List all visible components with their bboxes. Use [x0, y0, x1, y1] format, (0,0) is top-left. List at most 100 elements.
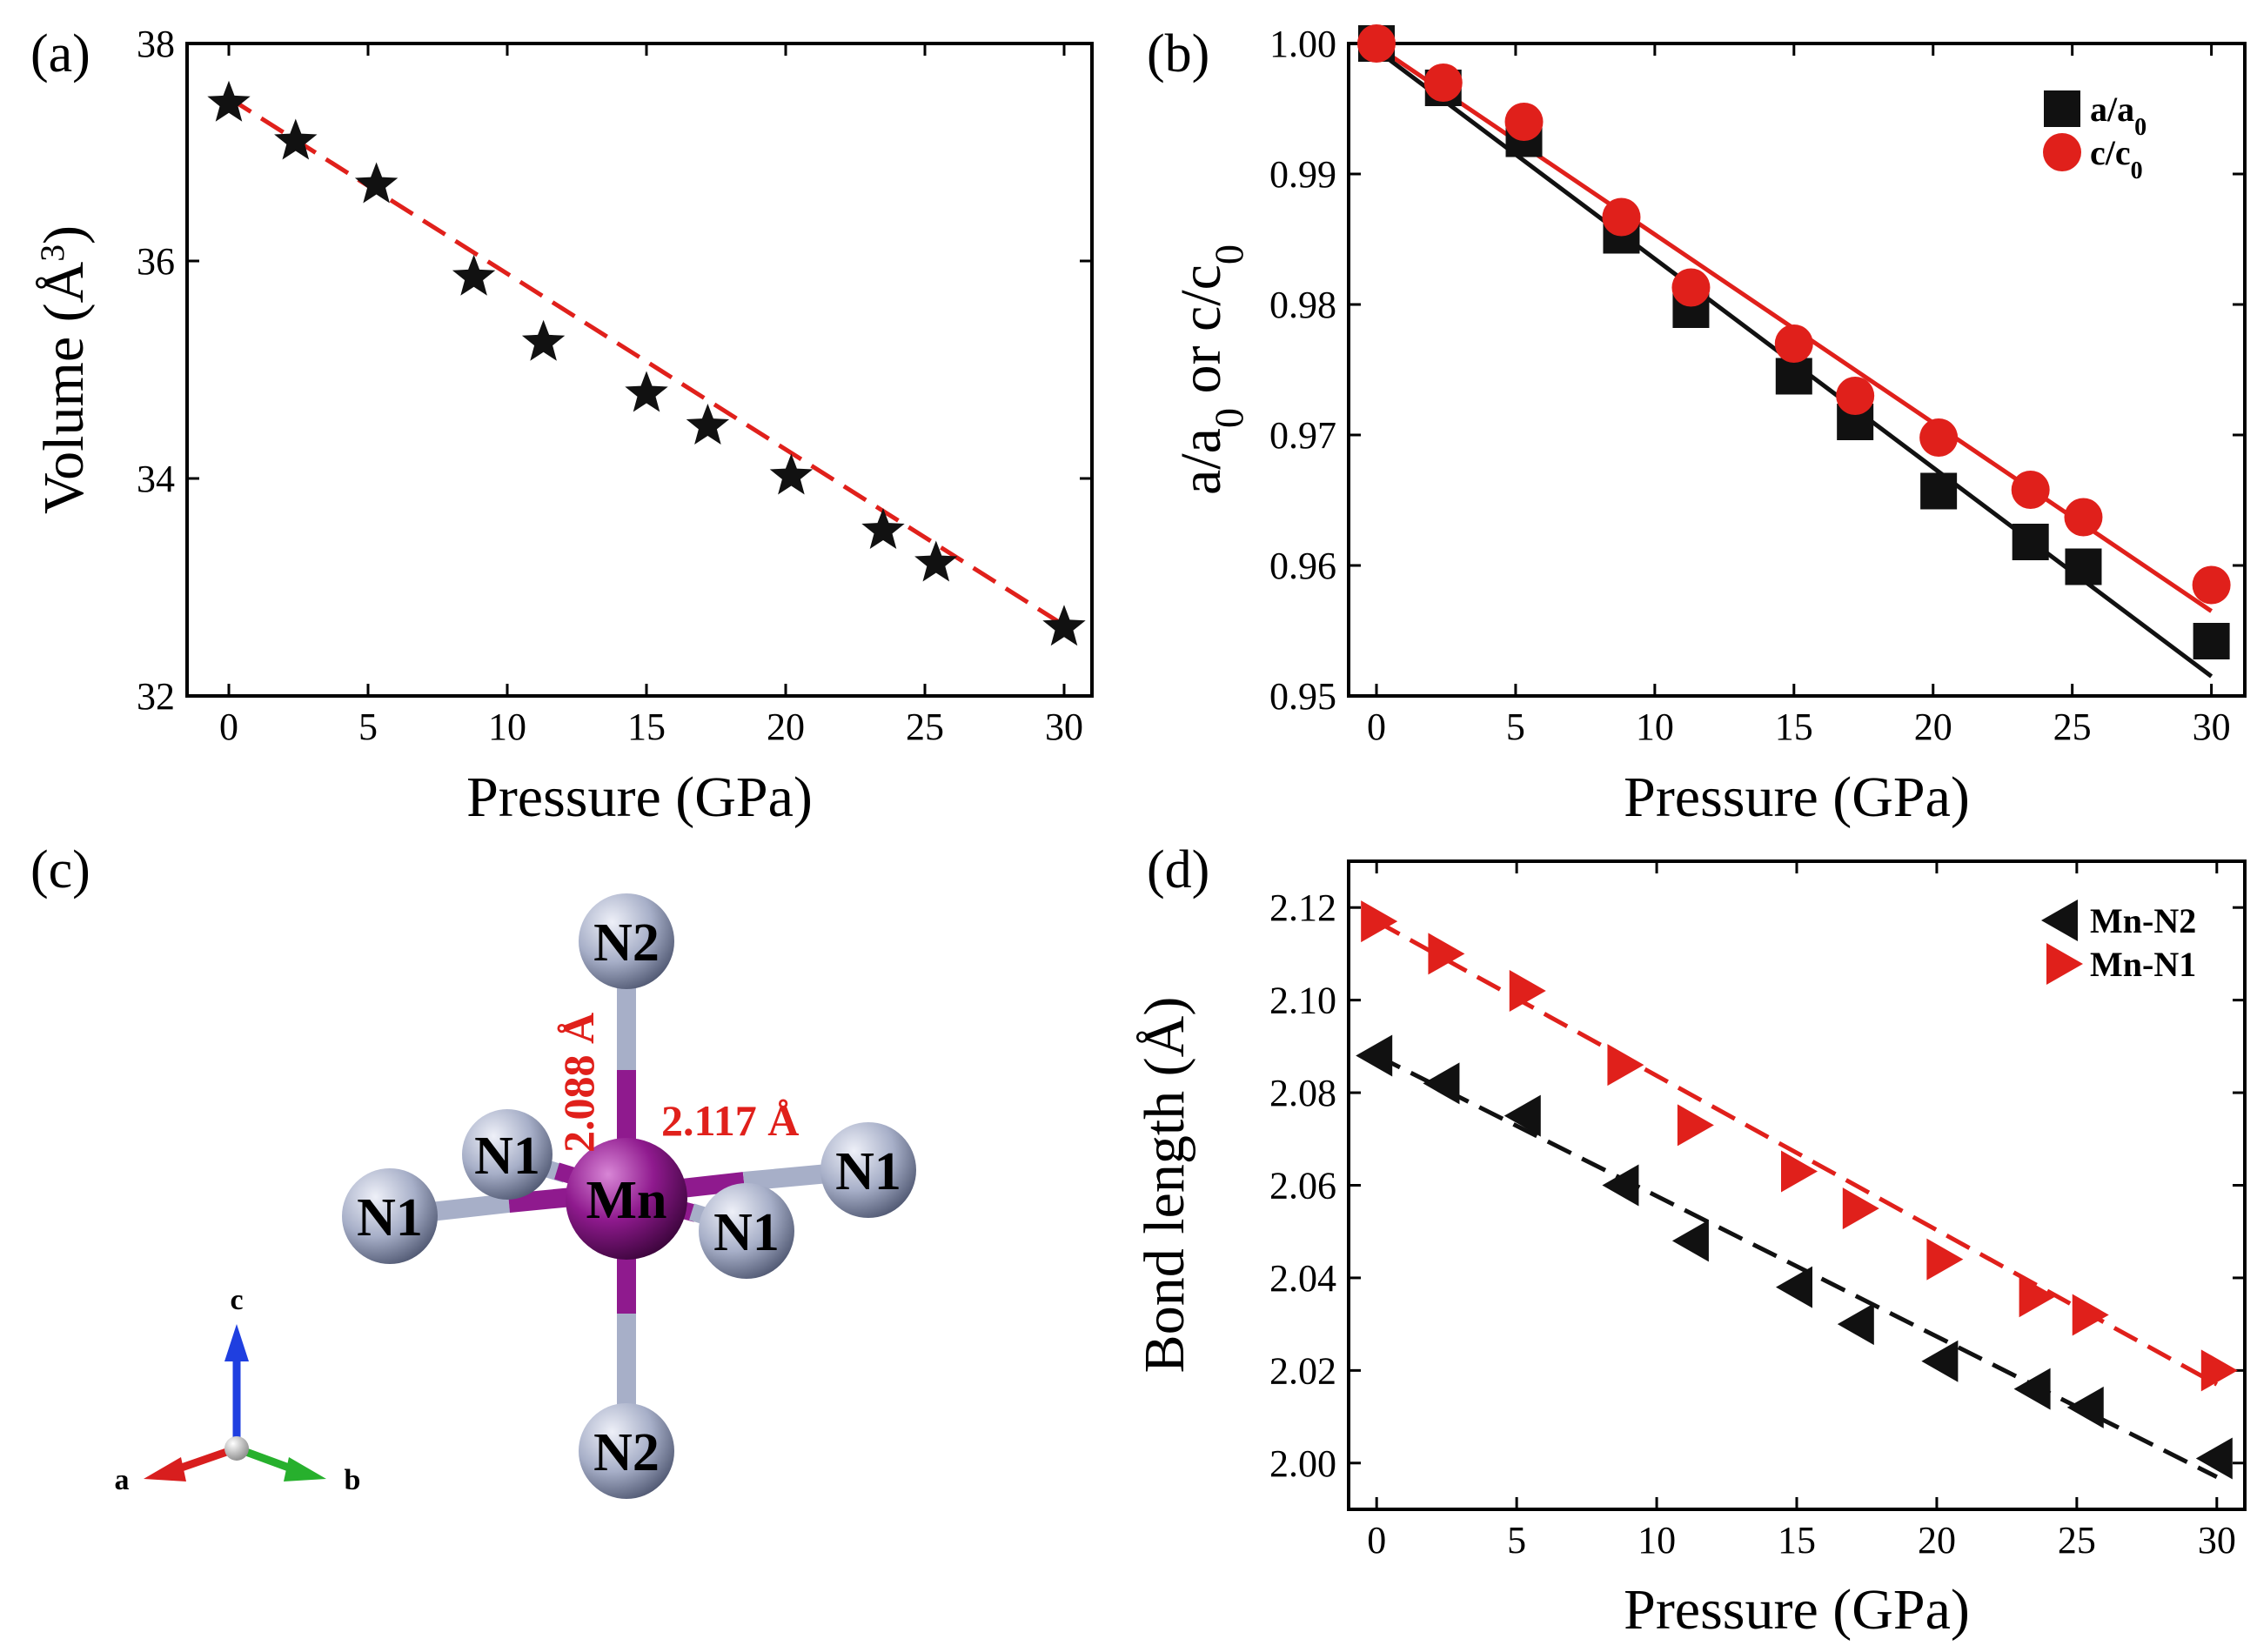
panel-label-b: (b)	[1147, 24, 1209, 84]
chart-d-legend-marker-0	[2041, 900, 2078, 941]
chart-d-xtick-label: 15	[1778, 1519, 1816, 1562]
chart-d-point-mn-n1	[1607, 1044, 1644, 1087]
axis-b-arrow	[284, 1457, 326, 1481]
atom-n1-left-far	[342, 1168, 438, 1264]
chart-d-ylabel: Bond length (Å)	[1133, 997, 1196, 1374]
label-n1-right-far: N1	[835, 1142, 901, 1201]
chart-d-xtick-label: 5	[1507, 1519, 1526, 1562]
chart-d-xtick-label: 10	[1637, 1519, 1676, 1562]
chart-b-xtick-label: 30	[2193, 706, 2231, 748]
chart-d-ytick-label: 2.04	[1269, 1257, 1336, 1300]
chart-d-point-mn-n2	[1356, 1034, 1393, 1077]
chart-b-xtick-label: 25	[2053, 706, 2092, 748]
chart-a-xtick-label: 30	[1045, 706, 1083, 748]
chart-d-point-mn-n2	[1837, 1303, 1874, 1346]
chart-d-point-mn-n1	[1781, 1150, 1818, 1193]
chart-d-legend-marker-1	[2046, 943, 2083, 985]
structure-diagram: N2 N2 N1 N1 N1 N1 Mn 2.088 Å 2.117 Å c a…	[115, 893, 916, 1499]
chart-b-point-a-a0	[2065, 548, 2102, 585]
chart-d-legend-label-1: Mn-N1	[2090, 945, 2196, 984]
atom-n1-right-far	[820, 1122, 916, 1218]
chart-b-lattice-ratio: 0 5 10 15 20 25 30 0.95 0.96 0.97 0.98 0.99 1.00 Pres…	[1169, 23, 2247, 829]
chart-a-ytick-label: 34	[137, 458, 175, 500]
chart-d-point-mn-n1	[1677, 1104, 1714, 1147]
chart-d-point-mn-n2	[2013, 1368, 2051, 1410]
axis-b-label: b	[345, 1464, 361, 1496]
label-mn: Mn	[586, 1171, 667, 1230]
chart-a-point-volume	[625, 371, 668, 412]
chart-a-point-volume	[354, 162, 398, 204]
chart-a-ytick-label: 36	[137, 240, 175, 283]
chart-b-point-c-c0	[1836, 377, 1875, 415]
chart-d-point-mn-n2	[2195, 1437, 2233, 1480]
chart-b-point-c-c0	[1919, 418, 1959, 457]
chart-d-ytick-label: 2.06	[1269, 1165, 1336, 1207]
chart-a-point-volume	[274, 118, 318, 160]
chart-d-legend-label-0: Mn-N2	[2090, 901, 2196, 940]
chart-b-point-c-c0	[1602, 197, 1641, 237]
chart-b-point-c-c0	[2064, 498, 2103, 537]
chart-b-ytick-label: 1.00	[1269, 23, 1336, 65]
chart-b-xtick-label: 5	[1506, 706, 1525, 748]
chart-b-xtick-label: 10	[1636, 706, 1674, 748]
chart-d-point-mn-n2	[1504, 1094, 1541, 1137]
chart-d-point-mn-n2	[1671, 1220, 1709, 1262]
chart-a-ylabel: Volume (Å3)	[32, 225, 96, 514]
chart-a-point-volume	[521, 319, 566, 361]
chart-d-point-mn-n1	[1926, 1238, 1964, 1281]
chart-d-point-mn-n2	[1921, 1340, 1959, 1382]
chart-a-xtick-label: 25	[906, 706, 944, 748]
atom-n1-left-back	[462, 1109, 553, 1200]
chart-b-xtick-label: 15	[1775, 706, 1813, 748]
label-n1-left-back: N1	[474, 1127, 540, 1186]
atom-n2-top	[579, 893, 674, 989]
label-n1-right-front: N1	[713, 1203, 780, 1262]
chart-a-volume: 0 5 10 15 20 25 30 32 34 36 38 Pressure (GPa) Volume…	[32, 23, 1094, 829]
chart-b-point-a-a0	[2012, 524, 2049, 560]
chart-d-xlabel: Pressure (GPa)	[1624, 1578, 1970, 1642]
chart-b-point-a-a0	[1920, 472, 1958, 510]
bond-label-vertical: 2.088 Å	[554, 1013, 603, 1153]
chart-b-point-c-c0	[1423, 64, 1463, 102]
chart-b-xlabel: Pressure (GPa)	[1624, 766, 1970, 829]
chart-d-point-mn-n1	[1509, 970, 1546, 1012]
atom-n1-right-front	[699, 1183, 794, 1279]
chart-d-point-mn-n1	[1428, 933, 1465, 975]
chart-d-xtick-label: 30	[2198, 1519, 2236, 1562]
chart-d-ytick-label: 2.12	[1269, 886, 1336, 929]
chart-d-point-mn-n2	[1423, 1062, 1460, 1105]
axes-indicator: c a b	[115, 1284, 361, 1496]
chart-d-ytick-label: 2.10	[1269, 980, 1336, 1022]
atom-n2-bottom	[579, 1403, 674, 1499]
bond-label-horizontal: 2.117 Å	[661, 1096, 799, 1145]
chart-d-ytick-label: 2.02	[1269, 1349, 1336, 1392]
axis-a-arrow	[144, 1457, 186, 1481]
atom-mn-center	[566, 1138, 687, 1260]
chart-d-point-mn-n1	[1361, 900, 1398, 943]
chart-a-xtick-label: 5	[358, 706, 378, 748]
chart-d-point-mn-n1	[2072, 1294, 2109, 1336]
chart-d-bond-length: 0 5 10 15 20 25 30 2.00 2.02 2.04 2.06 2.08 2.10 2.12…	[1133, 859, 2247, 1642]
chart-b-ytick-label: 0.98	[1269, 284, 1336, 326]
chart-a-fit-line-0	[227, 96, 1066, 627]
chart-a-point-volume	[686, 404, 730, 445]
chart-b-legend-marker-0	[2044, 90, 2080, 127]
chart-b-ytick-label: 0.96	[1269, 545, 1336, 587]
chart-d-xtick-label: 25	[2058, 1519, 2096, 1562]
chart-a-point-volume	[207, 80, 251, 122]
chart-d-point-mn-n1	[2200, 1349, 2238, 1392]
chart-b-point-c-c0	[1774, 324, 1813, 363]
chart-b-point-c-c0	[2192, 565, 2231, 605]
axis-a-label: a	[115, 1464, 130, 1496]
label-n1-left-far: N1	[357, 1188, 423, 1247]
chart-b-point-a-a0	[1775, 358, 1812, 395]
chart-b-xtick-label: 0	[1367, 706, 1386, 748]
chart-b-ytick-label: 0.95	[1269, 675, 1336, 718]
axis-c-arrow	[224, 1324, 249, 1361]
chart-b-legend-label-0: a/a0	[2090, 90, 2146, 141]
chart-b-point-c-c0	[1671, 268, 1711, 307]
chart-b-ylabel: a/a0 or c/c0	[1169, 244, 1251, 495]
chart-d-point-mn-n2	[1776, 1266, 1812, 1308]
chart-d-ytick-label: 2.00	[1269, 1442, 1336, 1485]
